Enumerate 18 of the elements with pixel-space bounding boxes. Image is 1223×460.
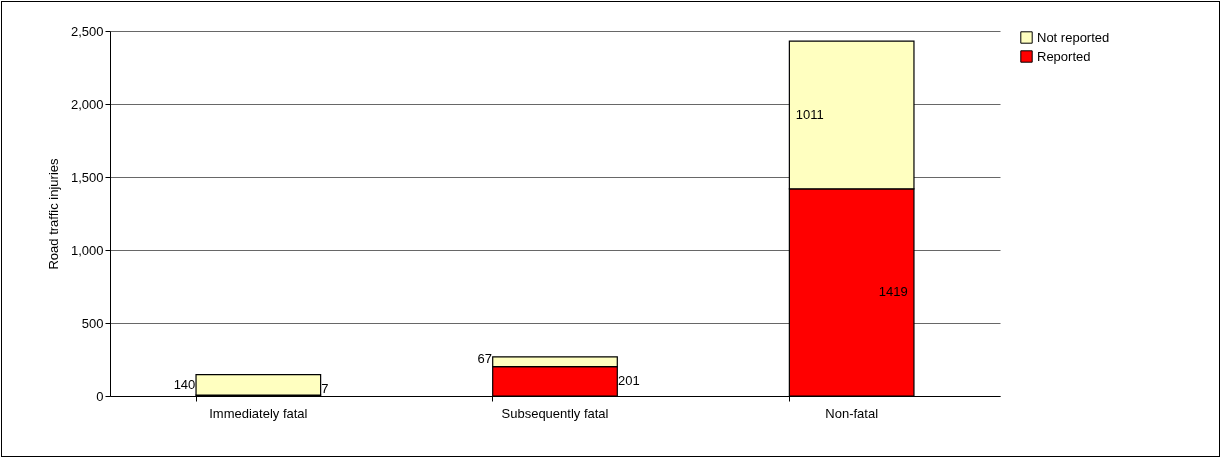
y-tick-label: 2,500: [70, 23, 104, 39]
x-tick-label: Non-fatal: [825, 405, 879, 421]
data-label: 1011: [795, 107, 824, 123]
y-tick-label: 500: [81, 315, 104, 331]
legend-label: Reported: [1037, 48, 1091, 64]
legend-label: Not reported: [1037, 29, 1110, 45]
y-tick-label: 2,000: [70, 96, 104, 112]
data-label: 1419: [878, 284, 908, 300]
data-label: 67: [477, 351, 492, 367]
y-tick-label: 1,500: [70, 169, 104, 185]
data-label: 140: [173, 376, 196, 392]
data-label: 201: [618, 373, 640, 389]
y-axis-title: Road traffic injuries: [45, 157, 61, 270]
y-tick-label: 0: [96, 388, 104, 404]
x-tick-label: Subsequently fatal: [501, 405, 609, 421]
data-label: 7: [321, 380, 329, 396]
x-tick-label: Immediately fatal: [209, 405, 308, 421]
y-tick-label: 1,000: [70, 242, 104, 258]
